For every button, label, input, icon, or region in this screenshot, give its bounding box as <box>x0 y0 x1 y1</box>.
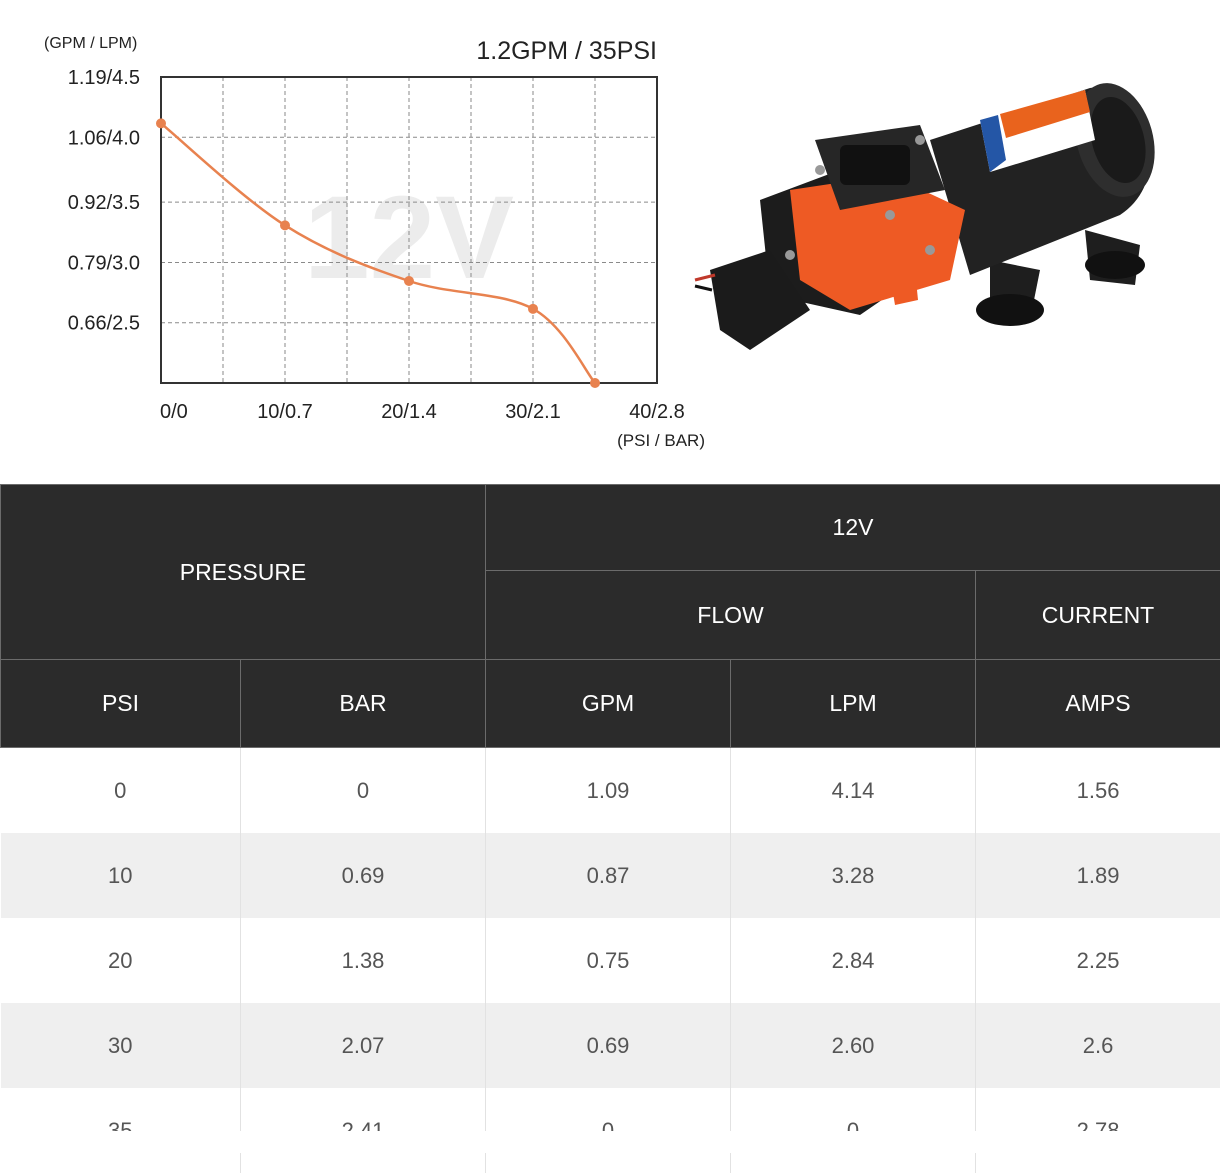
cell-psi: 10 <box>1 833 241 918</box>
cell-lpm: 4.14 <box>731 748 976 834</box>
header-amps: AMPS <box>976 660 1220 748</box>
header-voltage: 12V <box>486 485 1220 571</box>
cell-gpm: 0.69 <box>486 1003 731 1088</box>
cell-psi: 20 <box>1 918 241 1003</box>
cell-lpm: 2.60 <box>731 1003 976 1088</box>
data-point <box>404 276 414 286</box>
cell-bar: 1.38 <box>241 918 486 1003</box>
cell-bar: 0.69 <box>241 833 486 918</box>
table-row: 10 0.69 0.87 3.28 1.89 <box>1 833 1220 918</box>
x-tick-label: 10/0.7 <box>257 401 313 423</box>
y-tick-label: 1.19/4.5 <box>68 67 140 89</box>
table-row: 30 2.07 0.69 2.60 2.6 <box>1 1003 1220 1088</box>
table-row: 20 1.38 0.75 2.84 2.25 <box>1 918 1220 1003</box>
header-bar: BAR <box>241 660 486 748</box>
cell-amps: 2.6 <box>976 1003 1220 1088</box>
cell-lpm: 2.84 <box>731 918 976 1003</box>
y-axis-label: (GPM / LPM) <box>44 35 137 52</box>
cell-amps: 1.89 <box>976 833 1220 918</box>
cell-amps: 1.56 <box>976 748 1220 834</box>
data-point <box>280 220 290 230</box>
table-row: 0 0 1.09 4.14 1.56 <box>1 748 1220 834</box>
cell-psi: 0 <box>1 748 241 834</box>
y-tick-label: 0.92/3.5 <box>68 192 140 214</box>
water-pump-icon <box>690 80 1170 370</box>
x-tick-label: 30/2.1 <box>505 401 561 423</box>
performance-chart-svg: 12V1.19/4.51.06/4.00.92/3.50.79/3.00.66/… <box>0 0 720 470</box>
y-tick-label: 0.79/3.0 <box>68 252 140 274</box>
cell-bar: 2.07 <box>241 1003 486 1088</box>
x-tick-label: 0/0 <box>160 401 188 423</box>
data-point <box>590 378 600 388</box>
bottom-cut <box>0 1131 1220 1153</box>
cell-gpm: 0.75 <box>486 918 731 1003</box>
header-flow: FLOW <box>486 571 976 660</box>
y-tick-label: 0.66/2.5 <box>68 313 140 335</box>
cell-psi: 30 <box>1 1003 241 1088</box>
header-pressure: PRESSURE <box>1 485 486 660</box>
header-psi: PSI <box>1 660 241 748</box>
cell-gpm: 1.09 <box>486 748 731 834</box>
x-axis-label: (PSI / BAR) <box>617 431 705 450</box>
header-lpm: LPM <box>731 660 976 748</box>
x-tick-label: 40/2.8 <box>629 401 685 423</box>
specs-table: PRESSURE 12V FLOW CURRENT PSI BAR GPM LP… <box>0 484 1220 1173</box>
cell-lpm: 3.28 <box>731 833 976 918</box>
data-point <box>156 118 166 128</box>
cell-gpm: 0.87 <box>486 833 731 918</box>
header-current: CURRENT <box>976 571 1220 660</box>
cell-bar: 0 <box>241 748 486 834</box>
x-tick-label: 20/1.4 <box>381 401 437 423</box>
data-point <box>528 304 538 314</box>
header-gpm: GPM <box>486 660 731 748</box>
cell-amps: 2.25 <box>976 918 1220 1003</box>
y-tick-label: 1.06/4.0 <box>68 127 140 149</box>
chart-title: 1.2GPM / 35PSI <box>476 37 657 65</box>
